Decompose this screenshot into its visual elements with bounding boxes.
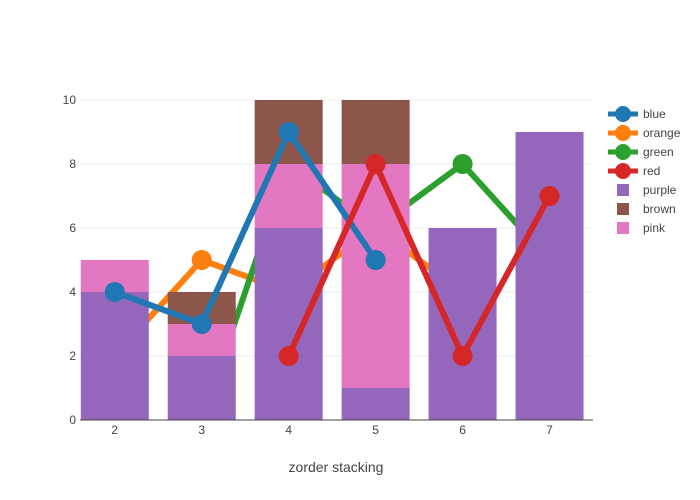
- legend-item-blue[interactable]: blue: [608, 106, 666, 122]
- legend-item-purple[interactable]: purple: [617, 183, 677, 197]
- line-red[interactable]: [285, 161, 553, 359]
- axes: 0 2 4 6 8 10 2 3 4 5 6 7: [63, 93, 593, 437]
- y-tick-label: 0: [69, 413, 76, 427]
- grid: [80, 99, 593, 357]
- y-tick-label: 4: [69, 285, 76, 299]
- legend-marker-orange: [615, 125, 631, 141]
- legend-item-orange[interactable]: orange: [608, 125, 681, 141]
- point-red[interactable]: [452, 346, 473, 366]
- bar-purple[interactable]: [341, 388, 410, 420]
- line-blue[interactable]: [113, 129, 379, 327]
- y-tick-label: 6: [69, 221, 76, 235]
- legend-marker-red: [615, 163, 631, 179]
- legend-marker-green: [615, 144, 631, 160]
- point-green[interactable]: [452, 154, 473, 174]
- bar-brown[interactable]: [341, 100, 410, 164]
- bar-purple[interactable]: [167, 356, 236, 420]
- plot-area: [80, 100, 584, 420]
- legend-label: green: [643, 145, 674, 159]
- bar-purple[interactable]: [428, 228, 497, 420]
- bar-pink[interactable]: [341, 164, 410, 388]
- point-blue[interactable]: [365, 250, 386, 270]
- x-axis-title: zorder stacking: [289, 459, 384, 475]
- bar-purple[interactable]: [515, 132, 584, 420]
- x-tick-label: 7: [546, 423, 553, 437]
- legend-label: brown: [643, 202, 676, 216]
- legend-swatch-purple: [617, 184, 629, 196]
- legend-label: purple: [643, 183, 677, 197]
- legend-marker-blue: [615, 106, 631, 122]
- bar-purple[interactable]: [254, 228, 323, 420]
- legend-item-pink[interactable]: pink: [617, 221, 666, 235]
- y-tick-label: 8: [69, 157, 76, 171]
- bar-pink[interactable]: [254, 164, 323, 228]
- point-red[interactable]: [539, 186, 560, 206]
- x-tick-label: 5: [372, 423, 379, 437]
- x-tick-label: 2: [111, 423, 118, 437]
- legend-label: orange: [643, 126, 681, 140]
- legend-swatch-brown: [617, 203, 629, 215]
- point-blue[interactable]: [278, 122, 299, 142]
- x-tick-label: 6: [459, 423, 466, 437]
- point-blue[interactable]: [191, 314, 212, 334]
- legend-item-red[interactable]: red: [608, 163, 660, 179]
- legend-label: blue: [643, 107, 666, 121]
- legend[interactable]: blue orange green red purple brown pink: [608, 106, 681, 235]
- legend-swatch-pink: [617, 222, 629, 234]
- legend-label: red: [643, 164, 660, 178]
- x-tick-label: 3: [198, 423, 205, 437]
- bar-purple[interactable]: [80, 292, 149, 420]
- legend-label: pink: [643, 221, 666, 235]
- y-tick-label: 10: [63, 93, 77, 107]
- legend-item-brown[interactable]: brown: [617, 202, 676, 216]
- legend-item-green[interactable]: green: [608, 144, 674, 160]
- y-tick-label: 2: [69, 349, 76, 363]
- point-orange[interactable]: [191, 250, 212, 270]
- point-blue[interactable]: [104, 282, 125, 302]
- x-tick-label: 4: [285, 423, 292, 437]
- point-red[interactable]: [278, 346, 299, 366]
- point-red[interactable]: [365, 154, 386, 174]
